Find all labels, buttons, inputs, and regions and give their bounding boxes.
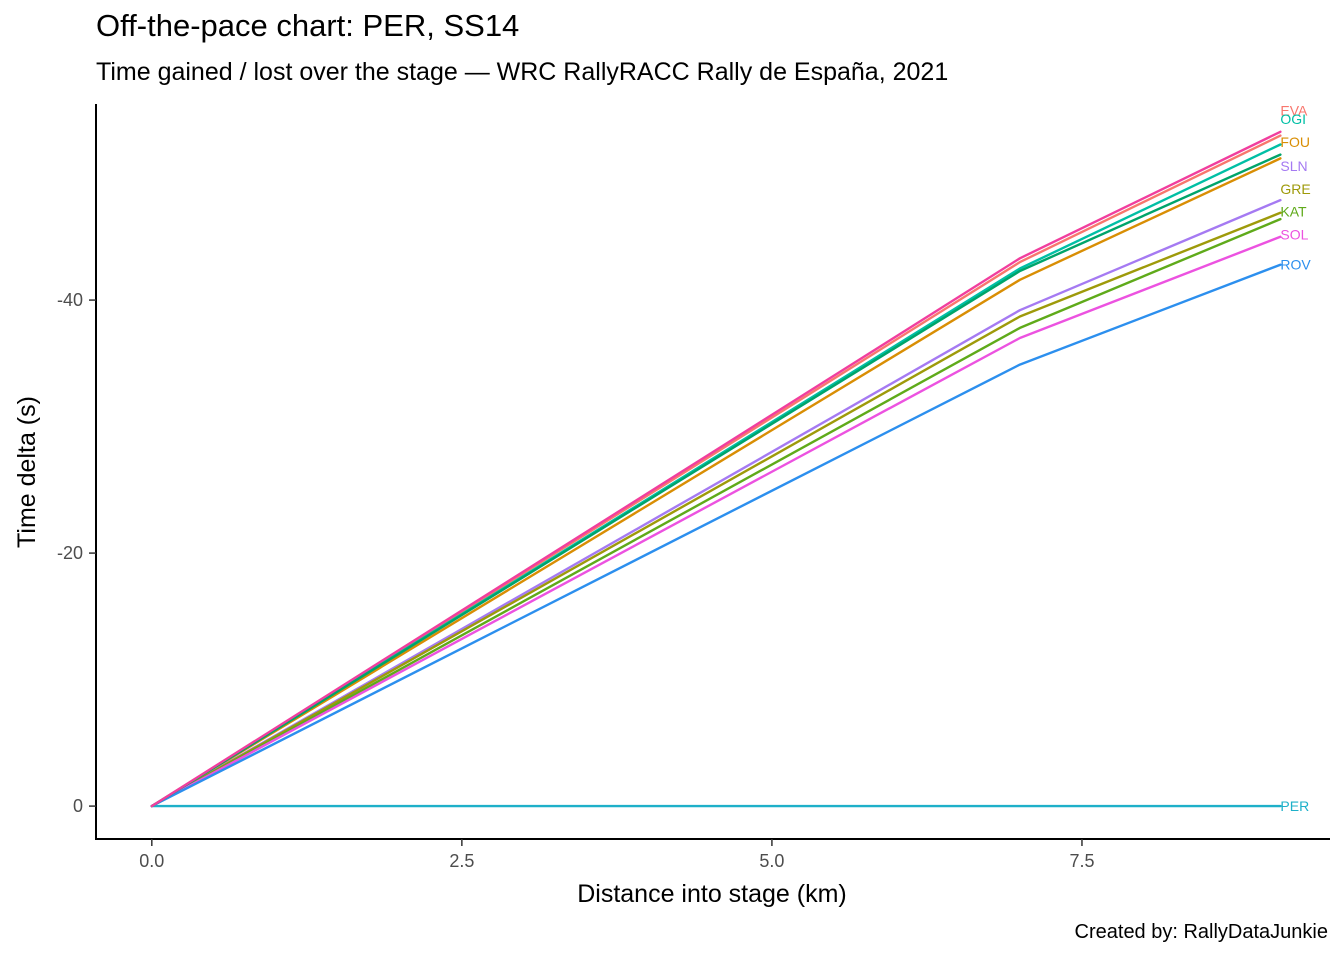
series-line-sol (150, 235, 1282, 808)
series-line-ogi (150, 143, 1282, 808)
series-label-per: PER (1280, 798, 1309, 814)
series-label-sln: SLN (1280, 158, 1307, 174)
y-tick-label: 0 (73, 796, 83, 816)
series-label-ogi: OGI (1280, 111, 1306, 127)
series-layer (150, 130, 1282, 808)
series-label-gre: GRE (1280, 181, 1310, 197)
series-line-unlabeled (150, 130, 1282, 808)
series-label-sol: SOL (1280, 226, 1308, 242)
x-tick-label: 0.0 (139, 851, 164, 871)
chart-caption: Created by: RallyDataJunkie (1074, 921, 1328, 943)
series-label-kat: KAT (1280, 204, 1307, 220)
x-tick-label: 5.0 (759, 851, 784, 871)
series-line-unlabeled (150, 153, 1282, 808)
series-line-kat (150, 217, 1282, 808)
x-tick-label: 2.5 (449, 851, 474, 871)
y-tick-label: -20 (57, 543, 83, 563)
y-axis-ticks: 0 -20 -40 (57, 290, 96, 816)
series-line-fou (150, 157, 1282, 808)
x-axis-title: Distance into stage (km) (577, 880, 847, 908)
x-axis-ticks: 0.0 2.5 5.0 7.5 (139, 839, 1094, 871)
y-axis-title: Time delta (s) (13, 396, 41, 548)
series-line-sln (150, 198, 1282, 808)
series-label-rov: ROV (1280, 257, 1311, 273)
y-tick-label: -40 (57, 290, 83, 310)
series-line-gre (150, 211, 1282, 808)
series-label-fou: FOU (1280, 134, 1310, 150)
series-label-eva: EVA (1280, 102, 1308, 118)
chart-title: Off-the-pace chart: PER, SS14 (96, 8, 520, 43)
chart-subtitle: Time gained / lost over the stage — WRC … (96, 58, 949, 86)
x-tick-label: 7.5 (1069, 851, 1094, 871)
series-line-rov (150, 263, 1282, 808)
